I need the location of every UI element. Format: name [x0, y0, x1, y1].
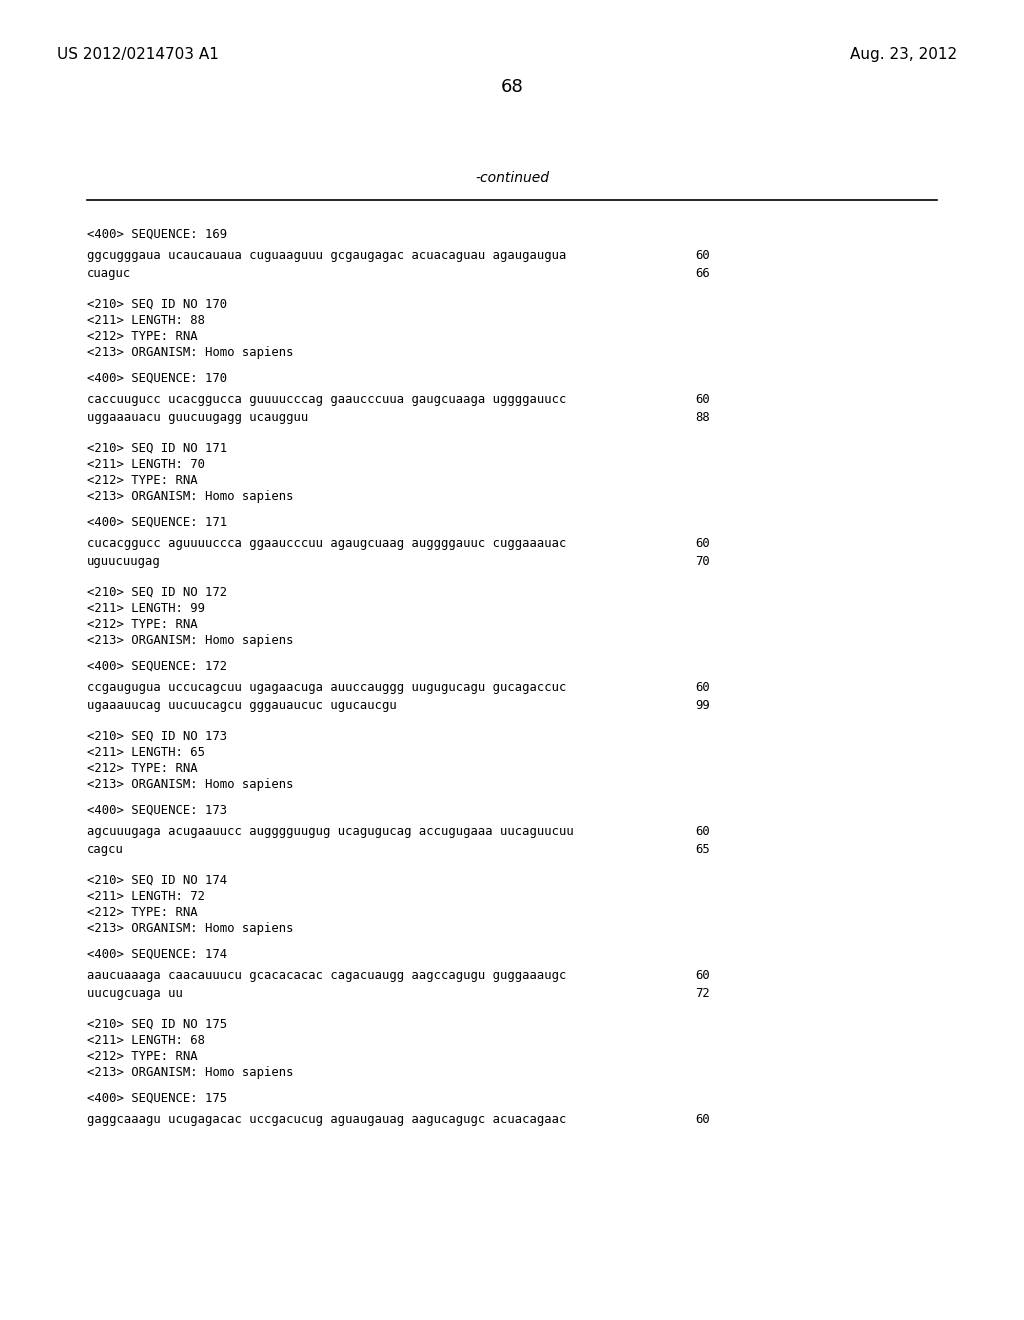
Text: 60: 60 [695, 825, 710, 838]
Text: 60: 60 [695, 393, 710, 407]
Text: <211> LENGTH: 88: <211> LENGTH: 88 [87, 314, 205, 327]
Text: 72: 72 [695, 987, 710, 1001]
Text: <211> LENGTH: 70: <211> LENGTH: 70 [87, 458, 205, 471]
Text: 65: 65 [695, 843, 710, 855]
Text: uggaaauacu guucuugagg ucaugguu: uggaaauacu guucuugagg ucaugguu [87, 411, 308, 424]
Text: cagcu: cagcu [87, 843, 124, 855]
Text: caccuugucc ucacggucca guuuucccag gaaucccuua gaugcuaaga uggggauucc: caccuugucc ucacggucca guuuucccag gaauccc… [87, 393, 566, 407]
Text: 70: 70 [695, 554, 710, 568]
Text: aaucuaaaga caacauuucu gcacacacac cagacuaugg aagccagugu guggaaaugc: aaucuaaaga caacauuucu gcacacacac cagacua… [87, 969, 566, 982]
Text: cuaguc: cuaguc [87, 267, 131, 280]
Text: 60: 60 [695, 969, 710, 982]
Text: US 2012/0214703 A1: US 2012/0214703 A1 [57, 48, 219, 62]
Text: 88: 88 [695, 411, 710, 424]
Text: -continued: -continued [475, 172, 549, 185]
Text: 60: 60 [695, 537, 710, 550]
Text: <400> SEQUENCE: 170: <400> SEQUENCE: 170 [87, 372, 227, 385]
Text: <211> LENGTH: 65: <211> LENGTH: 65 [87, 746, 205, 759]
Text: <212> TYPE: RNA: <212> TYPE: RNA [87, 330, 198, 343]
Text: <213> ORGANISM: Homo sapiens: <213> ORGANISM: Homo sapiens [87, 921, 294, 935]
Text: <212> TYPE: RNA: <212> TYPE: RNA [87, 474, 198, 487]
Text: <210> SEQ ID NO 174: <210> SEQ ID NO 174 [87, 874, 227, 887]
Text: 60: 60 [695, 249, 710, 261]
Text: <212> TYPE: RNA: <212> TYPE: RNA [87, 762, 198, 775]
Text: <400> SEQUENCE: 174: <400> SEQUENCE: 174 [87, 948, 227, 961]
Text: uguucuugag: uguucuugag [87, 554, 161, 568]
Text: <213> ORGANISM: Homo sapiens: <213> ORGANISM: Homo sapiens [87, 490, 294, 503]
Text: uucugcuaga uu: uucugcuaga uu [87, 987, 183, 1001]
Text: <400> SEQUENCE: 173: <400> SEQUENCE: 173 [87, 804, 227, 817]
Text: agcuuugaga acugaauucc augggguugug ucagugucag accugugaaa uucaguucuu: agcuuugaga acugaauucc augggguugug ucagug… [87, 825, 573, 838]
Text: <210> SEQ ID NO 170: <210> SEQ ID NO 170 [87, 298, 227, 312]
Text: 66: 66 [695, 267, 710, 280]
Text: <213> ORGANISM: Homo sapiens: <213> ORGANISM: Homo sapiens [87, 777, 294, 791]
Text: gaggcaaagu ucugagacac uccgacucug aguaugauag aagucagugc acuacagaac: gaggcaaagu ucugagacac uccgacucug aguauga… [87, 1113, 566, 1126]
Text: <400> SEQUENCE: 172: <400> SEQUENCE: 172 [87, 660, 227, 673]
Text: 60: 60 [695, 1113, 710, 1126]
Text: <212> TYPE: RNA: <212> TYPE: RNA [87, 906, 198, 919]
Text: Aug. 23, 2012: Aug. 23, 2012 [850, 48, 957, 62]
Text: <400> SEQUENCE: 169: <400> SEQUENCE: 169 [87, 228, 227, 242]
Text: <213> ORGANISM: Homo sapiens: <213> ORGANISM: Homo sapiens [87, 1067, 294, 1078]
Text: <400> SEQUENCE: 175: <400> SEQUENCE: 175 [87, 1092, 227, 1105]
Text: <210> SEQ ID NO 175: <210> SEQ ID NO 175 [87, 1018, 227, 1031]
Text: <213> ORGANISM: Homo sapiens: <213> ORGANISM: Homo sapiens [87, 634, 294, 647]
Text: <211> LENGTH: 68: <211> LENGTH: 68 [87, 1034, 205, 1047]
Text: 60: 60 [695, 681, 710, 694]
Text: <210> SEQ ID NO 173: <210> SEQ ID NO 173 [87, 730, 227, 743]
Text: <400> SEQUENCE: 171: <400> SEQUENCE: 171 [87, 516, 227, 529]
Text: ccgaugugua uccucagcuu ugagaacuga auuccauggg uugugucagu gucagaccuc: ccgaugugua uccucagcuu ugagaacuga auuccau… [87, 681, 566, 694]
Text: <211> LENGTH: 99: <211> LENGTH: 99 [87, 602, 205, 615]
Text: <210> SEQ ID NO 172: <210> SEQ ID NO 172 [87, 586, 227, 599]
Text: 99: 99 [695, 700, 710, 711]
Text: ugaaauucag uucuucagcu gggauaucuc ugucaucgu: ugaaauucag uucuucagcu gggauaucuc ugucauc… [87, 700, 396, 711]
Text: <210> SEQ ID NO 171: <210> SEQ ID NO 171 [87, 442, 227, 455]
Text: <212> TYPE: RNA: <212> TYPE: RNA [87, 618, 198, 631]
Text: <211> LENGTH: 72: <211> LENGTH: 72 [87, 890, 205, 903]
Text: cucacggucc aguuuuccca ggaaucccuu agaugcuaag auggggauuc cuggaaauac: cucacggucc aguuuuccca ggaaucccuu agaugcu… [87, 537, 566, 550]
Text: ggcugggaua ucaucauaua cuguaaguuu gcgaugagac acuacaguau agaugaugua: ggcugggaua ucaucauaua cuguaaguuu gcgauga… [87, 249, 566, 261]
Text: 68: 68 [501, 78, 523, 96]
Text: <212> TYPE: RNA: <212> TYPE: RNA [87, 1049, 198, 1063]
Text: <213> ORGANISM: Homo sapiens: <213> ORGANISM: Homo sapiens [87, 346, 294, 359]
